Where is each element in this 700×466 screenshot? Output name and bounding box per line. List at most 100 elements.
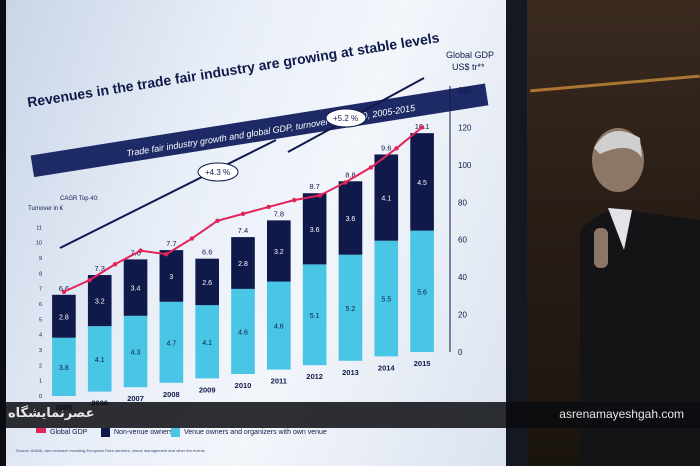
watermark-logo: عصرنمایشگاه <box>8 406 95 421</box>
cagr-arrow-1 <box>59 139 277 249</box>
bar-venue <box>123 315 148 388</box>
cagr-bubble-1 <box>197 162 239 182</box>
label-nonvenue: 2.8 <box>59 314 69 321</box>
gdp-point <box>368 165 374 170</box>
bar-nonvenue <box>266 220 291 282</box>
footnote: Source: AUMA, own research including Eur… <box>16 448 205 453</box>
bar-nonvenue <box>52 294 76 338</box>
gdp-point <box>112 262 118 267</box>
bar-venue <box>195 305 220 379</box>
right-tick-label: 60 <box>458 236 467 245</box>
label-nonvenue: 4.5 <box>417 180 427 187</box>
x-tick-label: 2014 <box>378 363 396 372</box>
right-tick-label: 40 <box>458 273 467 282</box>
left-tick-label: 11 <box>36 225 42 231</box>
gdp-point <box>266 204 271 210</box>
bar-venue <box>231 288 255 374</box>
label-total: 9.6 <box>381 143 391 152</box>
bar-nonvenue <box>338 181 363 255</box>
legend-venue-swatch <box>171 428 180 437</box>
left-tick-label: 2 <box>39 363 42 369</box>
left-tick-label: 3 <box>39 348 42 354</box>
left-tick-label: 6 <box>39 302 42 308</box>
bar-nonvenue <box>302 193 327 265</box>
x-tick-label: 2012 <box>306 372 323 381</box>
label-venue: 5.2 <box>346 306 356 313</box>
label-nonvenue: 3.4 <box>131 286 141 293</box>
bar-nonvenue <box>410 133 434 231</box>
label-total: 8.8 <box>345 170 355 179</box>
slide-title: Revenues in the trade fair industry are … <box>26 29 441 110</box>
bar-nonvenue <box>123 259 148 316</box>
label-nonvenue: 3.6 <box>346 216 356 223</box>
bar-venue <box>159 301 184 383</box>
left-tick-label: 5 <box>39 317 42 323</box>
bar-venue <box>410 230 434 352</box>
gdp-point <box>394 146 399 151</box>
left-tick-label: 9 <box>39 256 42 262</box>
gdp-point <box>138 248 143 253</box>
x-tick-label: 2008 <box>163 390 180 399</box>
label-nonvenue: 2.8 <box>238 261 248 268</box>
legend-gdp: Global GDP <box>50 429 88 436</box>
legend-nonvenue: Non-venue owners <box>114 429 173 436</box>
label-venue: 4.6 <box>238 329 248 336</box>
bar-nonvenue <box>374 154 399 241</box>
label-venue: 5.5 <box>381 297 391 304</box>
legend-venue: Venue owners and organizers with own ven… <box>184 429 327 436</box>
left-tick-label: 7 <box>39 287 42 293</box>
gdp-point <box>343 180 348 185</box>
presenter-silhouette <box>580 128 700 466</box>
bar-nonvenue <box>195 258 220 306</box>
gdp-point <box>87 277 92 283</box>
label-nonvenue: 2.6 <box>202 280 212 287</box>
label-total: 6.6 <box>59 284 69 293</box>
label-venue: 4.7 <box>166 340 176 347</box>
gdp-point <box>317 193 322 198</box>
bar-venue <box>266 281 291 370</box>
label-venue: 5.6 <box>417 289 427 296</box>
bar-nonvenue <box>159 250 184 302</box>
right-tick-label: 120 <box>458 123 472 132</box>
label-venue: 4.6 <box>274 324 284 331</box>
label-nonvenue: 3.2 <box>274 249 284 256</box>
x-tick-label: 2011 <box>271 377 287 386</box>
x-tick-label: 2015 <box>414 359 431 368</box>
slide-subtitle: Trade fair industry growth and global GD… <box>126 103 417 159</box>
right-tick-label: 100 <box>458 161 472 170</box>
left-axis-unit: Turnover in € <box>28 206 64 212</box>
label-nonvenue: 3.6 <box>310 227 320 234</box>
label-venue: 3.8 <box>59 365 69 372</box>
x-tick-label: 2007 <box>127 394 144 403</box>
legend-nonvenue-swatch <box>101 428 110 437</box>
cagr-bubble-2 <box>325 108 367 128</box>
bar-venue <box>302 264 327 366</box>
slide: Revenues in the trade fair industry are … <box>6 0 506 466</box>
gdp-point <box>164 252 169 257</box>
right-tick-label: 140 <box>458 86 472 95</box>
label-total: 7.4 <box>238 226 248 235</box>
label-nonvenue: 3.2 <box>95 299 105 306</box>
watermark-url: asrenamayeshgah.com <box>559 407 684 421</box>
legend-gdp-swatch <box>36 428 46 433</box>
right-tick-label: 0 <box>458 348 463 357</box>
x-tick-label: 2013 <box>342 368 359 377</box>
left-tick-label: 1 <box>39 379 42 385</box>
right-axis-title-1: Global GDP <box>446 50 494 60</box>
left-tick-label: 0 <box>39 394 42 400</box>
x-tick-label: 2009 <box>199 385 216 394</box>
cagr-value-1: +4.3 % <box>205 168 230 177</box>
bar-venue <box>87 326 112 392</box>
label-total: 7.3 <box>95 264 105 273</box>
label-total: 6.6 <box>202 248 212 257</box>
cagr-label: CAGR Top 40: <box>60 196 99 202</box>
right-tick-label: 80 <box>458 198 467 207</box>
bar-nonvenue <box>231 237 255 289</box>
label-venue: 5.1 <box>310 313 320 320</box>
left-tick-label: 10 <box>36 241 42 247</box>
label-nonvenue: 4.1 <box>381 196 391 203</box>
subtitle-band <box>30 83 489 178</box>
watermark-banner <box>0 402 700 428</box>
cagr-value-2: +5.2 % <box>333 114 358 123</box>
label-nonvenue: 3 <box>169 274 173 281</box>
